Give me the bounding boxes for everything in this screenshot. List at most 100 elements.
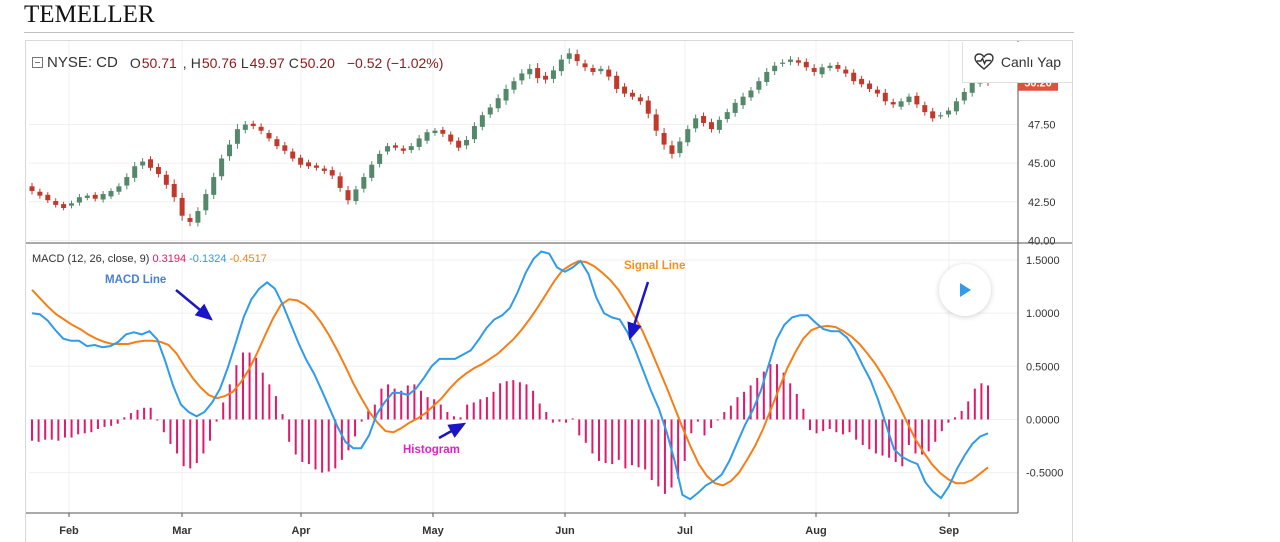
candle-body (416, 138, 422, 147)
change-value: −0.52 (−1.02%) (346, 54, 444, 71)
candle-body (764, 71, 770, 82)
candle-body (653, 114, 659, 131)
macd-histogram-value: 0.3194 (152, 253, 189, 265)
time-tick-label: Aug (805, 525, 826, 537)
high-value: 50.76 (201, 54, 237, 71)
candle-body (772, 65, 778, 72)
candle-body (266, 132, 272, 139)
candle-body (353, 189, 359, 202)
ohlc-separator: , (182, 54, 187, 71)
macd-line-value: -0.1324 (189, 253, 229, 265)
candle-body (61, 204, 67, 208)
candle-body (456, 140, 462, 148)
candle-body (669, 145, 675, 154)
time-tick-label: Apr (292, 525, 312, 537)
candle-body (614, 75, 620, 89)
symbol-label[interactable]: NYSE: CD (47, 54, 118, 71)
candle-body (195, 211, 201, 223)
macd-indicator-legend: MACD (12, 26, close, 9) 0.3194 -0.1324 -… (32, 253, 267, 265)
heart-pulse-icon (974, 53, 994, 70)
page-heading: TEMELLER (24, 1, 155, 28)
chart-grid (29, 41, 1018, 513)
candle-body (622, 86, 628, 94)
collapse-icon[interactable] (32, 57, 43, 68)
candle-body (140, 161, 146, 166)
candle-body (859, 78, 865, 85)
heading-divider (24, 32, 1074, 33)
candle-body (527, 68, 533, 75)
candle-body (187, 218, 193, 222)
price-tick-label: 42.50 (1028, 197, 1056, 209)
candle-body (385, 146, 391, 152)
time-tick-label: May (422, 525, 444, 537)
candle-body (290, 151, 296, 159)
candle-body (432, 130, 438, 133)
time-tick-label: Jun (555, 525, 575, 537)
candle-body (606, 69, 612, 77)
candle-body (163, 174, 169, 185)
close-label: C (288, 54, 299, 71)
candle-body (543, 75, 549, 80)
candle-body (890, 102, 896, 105)
candle-body (171, 184, 177, 198)
candle-body (795, 60, 801, 63)
time-tick-label: Feb (59, 525, 79, 537)
candle-body (708, 122, 714, 130)
candle-body (914, 95, 920, 105)
macd-indicator-name: MACD (12, 26, close, 9) (32, 253, 152, 265)
candle-body (661, 132, 667, 145)
candle-body (953, 101, 959, 112)
macd-tick-label: 1.5000 (1026, 255, 1060, 267)
candle-body (827, 65, 833, 69)
time-tick-label: Sep (939, 525, 959, 537)
candle-body (274, 139, 280, 147)
candle-body (258, 126, 264, 131)
play-icon (960, 283, 971, 297)
candle-body (874, 89, 880, 94)
candle-body (345, 190, 351, 201)
signal-line-annotation: Signal Line (624, 260, 685, 272)
candle-body (69, 203, 75, 206)
candle-body (803, 61, 809, 68)
candle-body (227, 144, 233, 157)
chart-canvas[interactable]: 47.50 45.00 42.50 40.00 1.5000 1.0000 0.5000 0.… (26, 41, 1072, 542)
candle-body (598, 68, 604, 72)
candle-body (519, 73, 525, 81)
candle-body (748, 90, 754, 98)
candle-body (930, 111, 936, 119)
candle-body (37, 191, 43, 196)
histogram-annotation: Histogram (403, 444, 460, 456)
signal-line-series (31, 260, 989, 487)
candle-body (811, 68, 817, 72)
live-trade-label: Canlı Yap (1000, 54, 1062, 70)
candle-body (306, 162, 312, 167)
candle-body (250, 123, 256, 127)
candle-body (961, 92, 967, 101)
candle-body (369, 164, 375, 178)
candle-body (503, 88, 509, 101)
candle-body (756, 81, 762, 90)
candle-body (337, 176, 343, 188)
candle-body (724, 112, 730, 120)
candle-body (234, 129, 240, 144)
time-tick-label: Jul (677, 525, 693, 537)
price-tick-label: 40.00 (1028, 235, 1056, 247)
macd-tick-label: 0.5000 (1026, 361, 1060, 373)
candle-body (558, 59, 564, 72)
candle-body (132, 166, 138, 178)
candle-body (566, 53, 572, 59)
candle-body (408, 146, 414, 151)
candle-body (108, 190, 114, 197)
play-button[interactable] (939, 264, 991, 316)
price-tick-label: 47.50 (1028, 119, 1056, 131)
candle-body (732, 102, 738, 113)
candle-body (590, 68, 596, 72)
signal-annotation-arrow (627, 281, 650, 341)
candle-body (780, 62, 786, 64)
macd-tick-label: 1.0000 (1026, 308, 1060, 320)
candle-body (693, 118, 699, 129)
live-trade-button[interactable]: Canlı Yap (962, 42, 1072, 83)
candle-body (84, 195, 90, 198)
candle-body (329, 170, 335, 176)
candle-body (835, 64, 841, 69)
